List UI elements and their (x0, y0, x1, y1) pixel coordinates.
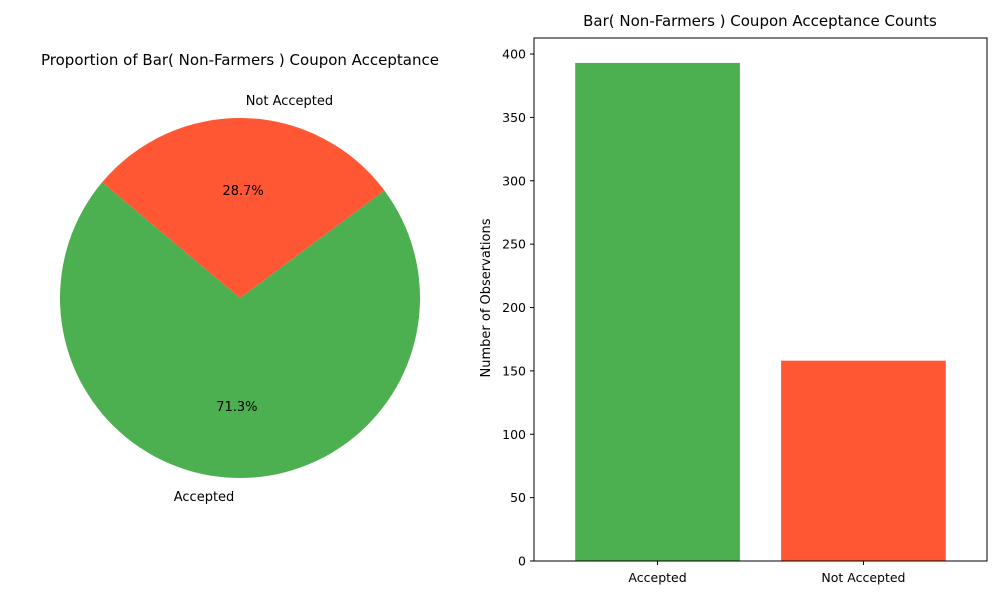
bar-chart-axes-frame (533, 37, 988, 562)
bar-accepted (575, 62, 740, 562)
pie-chart: Proportion of Bar( Non-Farmers ) Coupon … (41, 51, 439, 505)
pie-slice-label: Not Accepted (246, 94, 333, 109)
y-tick-label: 200 (502, 300, 526, 315)
y-tick-label: 400 (502, 47, 526, 62)
pie-slice-accepted (60, 182, 421, 478)
bar-chart: Bar( Non-Farmers ) Coupon Acceptance Cou… (479, 12, 988, 585)
y-tick-label: 350 (502, 110, 526, 125)
bar-chart-y-axis-label: Number of Observations (479, 218, 494, 377)
pie-slice-label: Accepted (174, 490, 235, 505)
y-tick-label: 100 (502, 427, 526, 442)
y-tick-label: 250 (502, 237, 526, 252)
x-tick-label: Not Accepted (821, 570, 905, 585)
y-tick-label: 300 (502, 173, 526, 188)
y-tick-label: 0 (518, 554, 526, 569)
y-tick-label: 50 (510, 490, 526, 505)
pie-slice-not-accepted (102, 117, 385, 298)
pie-slice-percent-label: 28.7% (222, 184, 263, 199)
pie-slice-percent-label: 71.3% (216, 400, 257, 415)
pie-chart-title: Proportion of Bar( Non-Farmers ) Coupon … (41, 51, 439, 69)
x-tick-label: Accepted (628, 570, 686, 585)
y-tick-label: 150 (502, 363, 526, 378)
bar-chart-title: Bar( Non-Farmers ) Coupon Acceptance Cou… (583, 12, 937, 30)
bar-not-accepted (781, 360, 946, 561)
